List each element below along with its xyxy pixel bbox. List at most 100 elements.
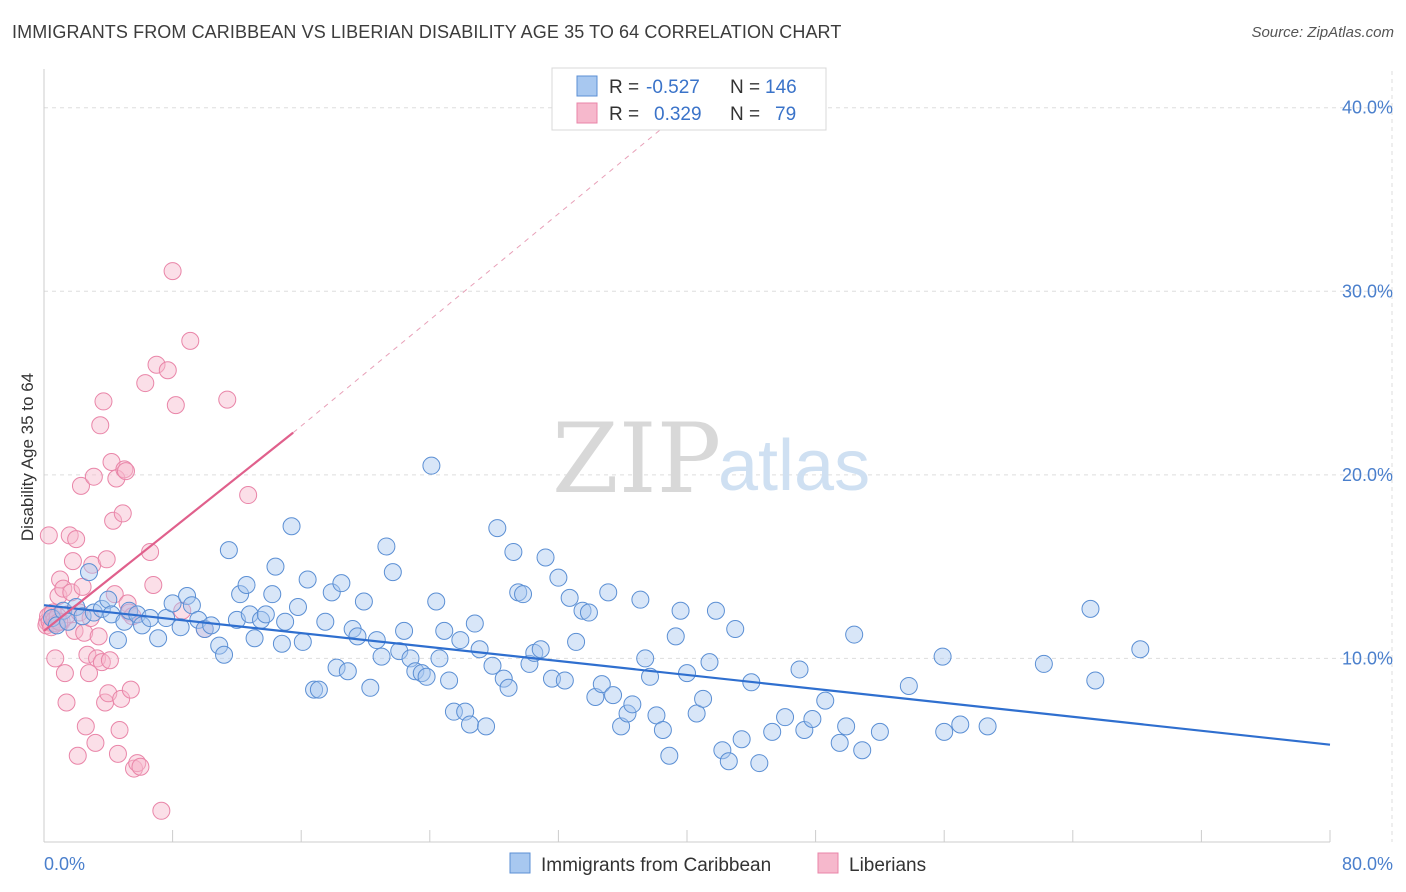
caribbean-point [573, 601, 592, 620]
liberians-point [144, 576, 163, 594]
caribbean-point [108, 631, 127, 650]
liberians-point [39, 526, 58, 545]
liberians-point [71, 476, 90, 495]
caribbean-point [377, 537, 396, 556]
legend-r-value: -0.527 [646, 77, 700, 98]
watermark-atlas: atlas [718, 426, 870, 506]
top-legend: R = -0.527 N = 146 R = 0.329 N = 79 [551, 67, 827, 131]
caribbean-point [671, 601, 690, 620]
liberians-point [84, 467, 103, 486]
caribbean-point [390, 642, 409, 661]
trend-lines [43, 107, 1331, 746]
caribbean-point [406, 662, 425, 681]
caribbean-point [465, 614, 484, 633]
caribbean-point [978, 717, 997, 736]
caribbean-point [763, 722, 782, 741]
liberians-point [125, 759, 144, 778]
caribbean-point [348, 627, 367, 646]
caribbean-point [623, 695, 642, 714]
caribbean-point [536, 548, 555, 567]
x-tick-label: 0.0% [44, 854, 85, 874]
liberians-point [108, 744, 127, 763]
legend-n-label: N = [730, 104, 760, 125]
caribbean-point [460, 715, 479, 734]
liberians-point [86, 733, 105, 752]
caribbean-point [935, 722, 954, 741]
legend-swatch-pink [576, 102, 598, 124]
liberians-point [68, 746, 87, 765]
caribbean-point [163, 594, 182, 613]
caribbean-point [178, 587, 197, 606]
liberians-point [158, 361, 177, 380]
caribbean-point [641, 667, 660, 686]
liberians-point [239, 486, 258, 505]
caribbean-point [427, 592, 446, 611]
bottom-legend-label-caribbean: Immigrants from Caribbean [541, 855, 771, 876]
caribbean-point [332, 574, 351, 593]
caribbean-point [567, 632, 586, 651]
y-tick-label: 20.0% [1342, 465, 1393, 485]
bottom-legend-swatch-pink [817, 852, 839, 874]
caribbean-point [288, 598, 307, 617]
caribbean-point [309, 680, 328, 699]
liberians-point [136, 374, 155, 393]
liberians-point [100, 651, 119, 670]
liberians-points [37, 262, 258, 820]
caribbean-trend-line [43, 604, 1331, 746]
liberians-point [91, 416, 110, 435]
caribbean-point [298, 570, 317, 589]
liberians-point [166, 396, 185, 415]
caribbean-point [488, 519, 507, 538]
caribbean-point [726, 620, 745, 639]
caribbean-point [660, 746, 679, 765]
bottom-legend-swatch-blue [509, 852, 531, 874]
caribbean-point [803, 710, 822, 729]
source-label: Source: ZipAtlas.com [1251, 24, 1394, 41]
caribbean-point [276, 612, 295, 631]
caribbean-point [245, 629, 264, 648]
caribbean-point [372, 647, 391, 666]
liberians-point [78, 645, 97, 664]
caribbean-point [520, 654, 539, 673]
caribbean-point [604, 686, 623, 705]
liberians-point [113, 504, 132, 523]
caribbean-point [1131, 640, 1150, 659]
caribbean-point [678, 664, 696, 683]
caribbean-point [395, 621, 414, 640]
caribbean-point [149, 629, 168, 648]
liberians-point [104, 511, 123, 530]
caribbean-point [494, 669, 513, 688]
caribbean-point [599, 583, 618, 602]
caribbean-point [322, 583, 341, 602]
caribbean-point [435, 621, 454, 640]
caribbean-point [237, 576, 256, 594]
caribbean-point [240, 605, 259, 624]
caribbean-point [653, 721, 672, 740]
caribbean-point [210, 636, 229, 655]
caribbean-point [327, 658, 346, 677]
caribbean-point [837, 717, 856, 736]
legend-n-value: 79 [775, 104, 796, 125]
caribbean-point [899, 676, 918, 695]
caribbean-point [483, 656, 502, 675]
chart-title: IMMIGRANTS FROM CARIBBEAN VS LIBERIAN DI… [12, 22, 842, 42]
caribbean-point [171, 618, 190, 637]
caribbean-point [219, 541, 238, 560]
caribbean-point [845, 625, 864, 644]
caribbean-point [417, 667, 436, 686]
liberians-point [163, 262, 182, 281]
caribbean-point [816, 691, 835, 710]
liberians-point [63, 552, 82, 571]
liberians-point [67, 530, 86, 549]
bottom-legend: Immigrants from Caribbean Liberians [509, 852, 926, 876]
liberians-point [121, 680, 140, 699]
bottom-legend-label-liberians: Liberians [849, 855, 926, 876]
caribbean-point [1086, 671, 1105, 690]
caribbean-point [592, 675, 611, 694]
caribbean-point [951, 715, 970, 734]
liberians-point [89, 627, 108, 646]
liberians-point [112, 689, 131, 708]
liberians-point [181, 331, 200, 350]
caribbean-point [719, 752, 738, 771]
